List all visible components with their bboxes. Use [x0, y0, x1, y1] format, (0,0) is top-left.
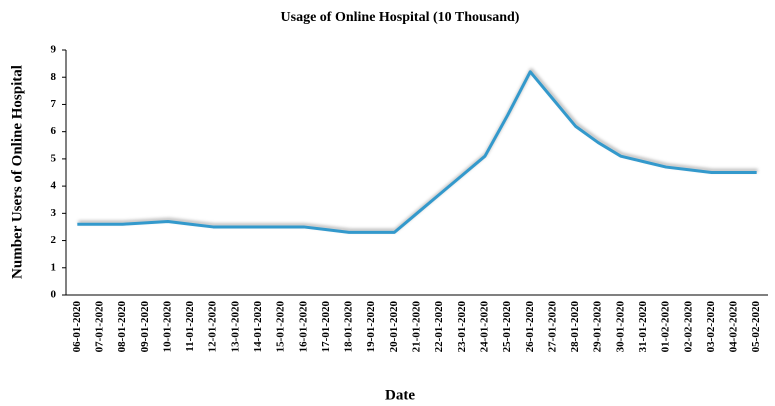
- x-tick-label: 21-01-2020: [411, 301, 423, 353]
- x-tick-label: 23-01-2020: [456, 301, 468, 353]
- chart-title: Usage of Online Hospital (10 Thousand): [281, 10, 520, 25]
- x-tick-label: 15-01-2020: [275, 301, 287, 353]
- x-tick-label: 10-01-2020: [161, 301, 173, 353]
- x-tick-label: 09-01-2020: [139, 301, 151, 353]
- y-tick-label: 1: [51, 261, 57, 273]
- line: [77, 70, 757, 234]
- x-tick-label: 25-01-2020: [501, 301, 513, 353]
- x-tick-label: 22-01-2020: [433, 301, 445, 353]
- x-axis-label: Date: [385, 387, 415, 403]
- x-tick-label: 11-01-2020: [184, 301, 196, 352]
- x-tick-label: 24-01-2020: [478, 301, 490, 353]
- x-tick-label: 13-01-2020: [229, 301, 241, 353]
- x-tick-label: 01-02-2020: [660, 301, 672, 353]
- x-tick-label: 29-01-2020: [592, 301, 604, 353]
- x-tick-label: 08-01-2020: [116, 301, 128, 353]
- y-tick-label: 6: [51, 125, 57, 137]
- y-tick-label: 7: [51, 98, 57, 110]
- y-axis-label: Number Users of Online Hospital: [9, 65, 25, 279]
- y-tick-label: 9: [51, 44, 57, 56]
- x-tick-label: 18-01-2020: [343, 301, 355, 353]
- x-tick-label: 12-01-2020: [207, 301, 219, 353]
- y-tick-label: 4: [51, 180, 57, 192]
- x-tick-label: 30-01-2020: [614, 301, 626, 353]
- y-tick-label: 3: [51, 207, 57, 219]
- x-tick-label: 17-01-2020: [320, 301, 332, 353]
- x-tick-label: 20-01-2020: [388, 301, 400, 353]
- x-tick-label: 04-02-2020: [728, 301, 740, 353]
- y-tick-label: 5: [51, 152, 57, 164]
- x-tick-label: 28-01-2020: [569, 301, 581, 353]
- x-tick-label: 14-01-2020: [252, 301, 264, 353]
- y-tick-label: 8: [51, 71, 57, 83]
- x-tick-label: 07-01-2020: [93, 301, 105, 353]
- x-tick-label: 05-02-2020: [750, 301, 762, 353]
- x-tick-label: 19-01-2020: [365, 301, 377, 353]
- x-tick-label: 02-02-2020: [682, 301, 694, 353]
- y-tick-label: 2: [51, 234, 57, 246]
- x-tick-label: 03-02-2020: [705, 301, 717, 353]
- y-tick-label: 0: [51, 289, 57, 301]
- x-tick-label: 16-01-2020: [297, 301, 309, 353]
- x-tick-label: 27-01-2020: [546, 301, 558, 353]
- x-tick-label: 26-01-2020: [524, 301, 536, 353]
- x-tick-label: 31-01-2020: [637, 301, 649, 353]
- x-tick-label: 06-01-2020: [71, 301, 83, 353]
